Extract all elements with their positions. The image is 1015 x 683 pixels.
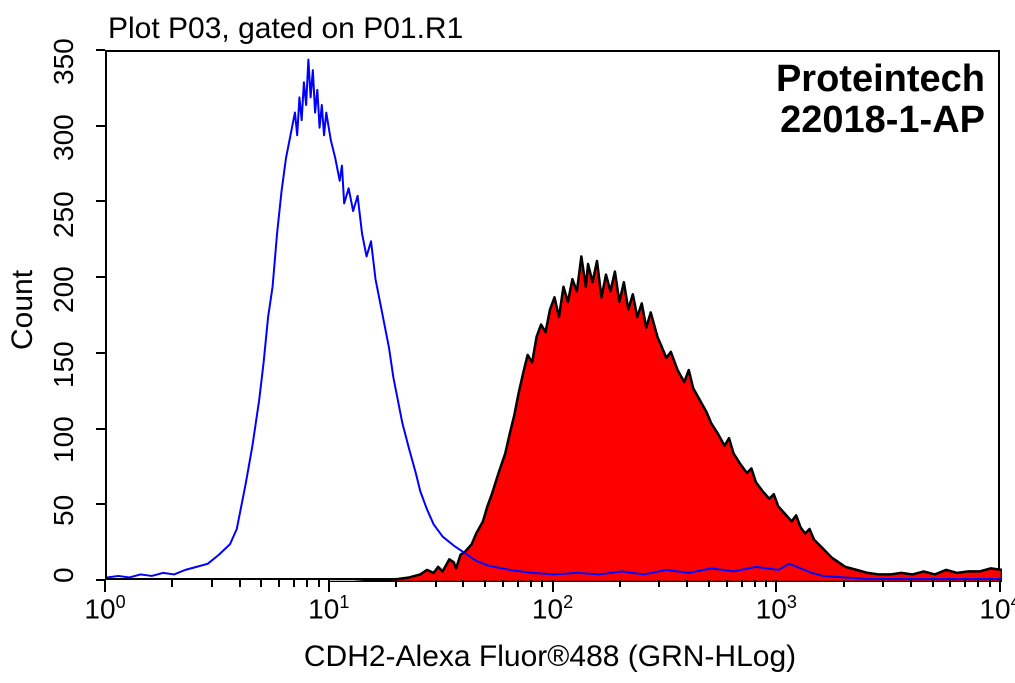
- x-minor-tick: [741, 580, 743, 587]
- x-minor-tick: [211, 580, 213, 587]
- y-tick-mark: [96, 503, 105, 505]
- y-tick-mark: [96, 49, 105, 51]
- x-minor-tick: [977, 580, 979, 587]
- x-minor-tick: [484, 580, 486, 587]
- x-minor-tick: [306, 580, 308, 587]
- x-major-tick: [775, 580, 777, 592]
- x-tick-label: 104: [979, 592, 1015, 625]
- x-minor-tick: [708, 580, 710, 587]
- y-axis-title: Count: [6, 260, 40, 360]
- brand-annotation: Proteintech 22018-1-AP: [776, 60, 985, 142]
- x-minor-tick: [882, 580, 884, 587]
- x-minor-tick: [293, 580, 295, 587]
- x-minor-tick: [843, 580, 845, 587]
- flow-cytometry-histogram-chart: Plot P03, gated on P01.R1 Count 0 50 100…: [0, 0, 1015, 683]
- x-minor-tick: [530, 580, 532, 587]
- x-minor-tick: [964, 580, 966, 587]
- x-major-tick: [104, 580, 106, 592]
- x-minor-tick: [318, 580, 320, 587]
- x-major-tick: [328, 580, 330, 592]
- x-tick-label: 102: [532, 592, 573, 625]
- x-minor-tick: [765, 580, 767, 587]
- x-minor-tick: [686, 580, 688, 587]
- x-minor-tick: [658, 580, 660, 587]
- x-minor-tick: [171, 580, 173, 587]
- y-tick-mark: [96, 428, 105, 430]
- x-minor-tick: [949, 580, 951, 587]
- x-minor-tick: [517, 580, 519, 587]
- x-minor-tick: [239, 580, 241, 587]
- x-minor-tick: [502, 580, 504, 587]
- y-tick-mark: [96, 200, 105, 202]
- x-tick-label: 101: [308, 592, 349, 625]
- x-minor-tick: [541, 580, 543, 587]
- y-tick-mark: [96, 125, 105, 127]
- x-minor-tick: [726, 580, 728, 587]
- x-minor-tick: [435, 580, 437, 587]
- x-tick-label: 103: [756, 592, 797, 625]
- x-minor-tick: [989, 580, 991, 587]
- x-minor-tick: [932, 580, 934, 587]
- annotation-catalog: 22018-1-AP: [776, 100, 985, 142]
- y-tick-mark: [96, 352, 105, 354]
- x-major-tick: [552, 580, 554, 592]
- x-minor-tick: [910, 580, 912, 587]
- x-minor-tick: [619, 580, 621, 587]
- x-major-tick: [999, 580, 1001, 592]
- x-axis-title: CDH2-Alexa Fluor®488 (GRN-HLog): [200, 640, 900, 674]
- x-minor-tick: [260, 580, 262, 587]
- x-tick-label: 100: [84, 592, 125, 625]
- annotation-brand: Proteintech: [776, 60, 985, 100]
- y-tick-mark: [96, 276, 105, 278]
- x-minor-tick: [278, 580, 280, 587]
- x-minor-tick: [395, 580, 397, 587]
- x-minor-tick: [754, 580, 756, 587]
- x-minor-tick: [462, 580, 464, 587]
